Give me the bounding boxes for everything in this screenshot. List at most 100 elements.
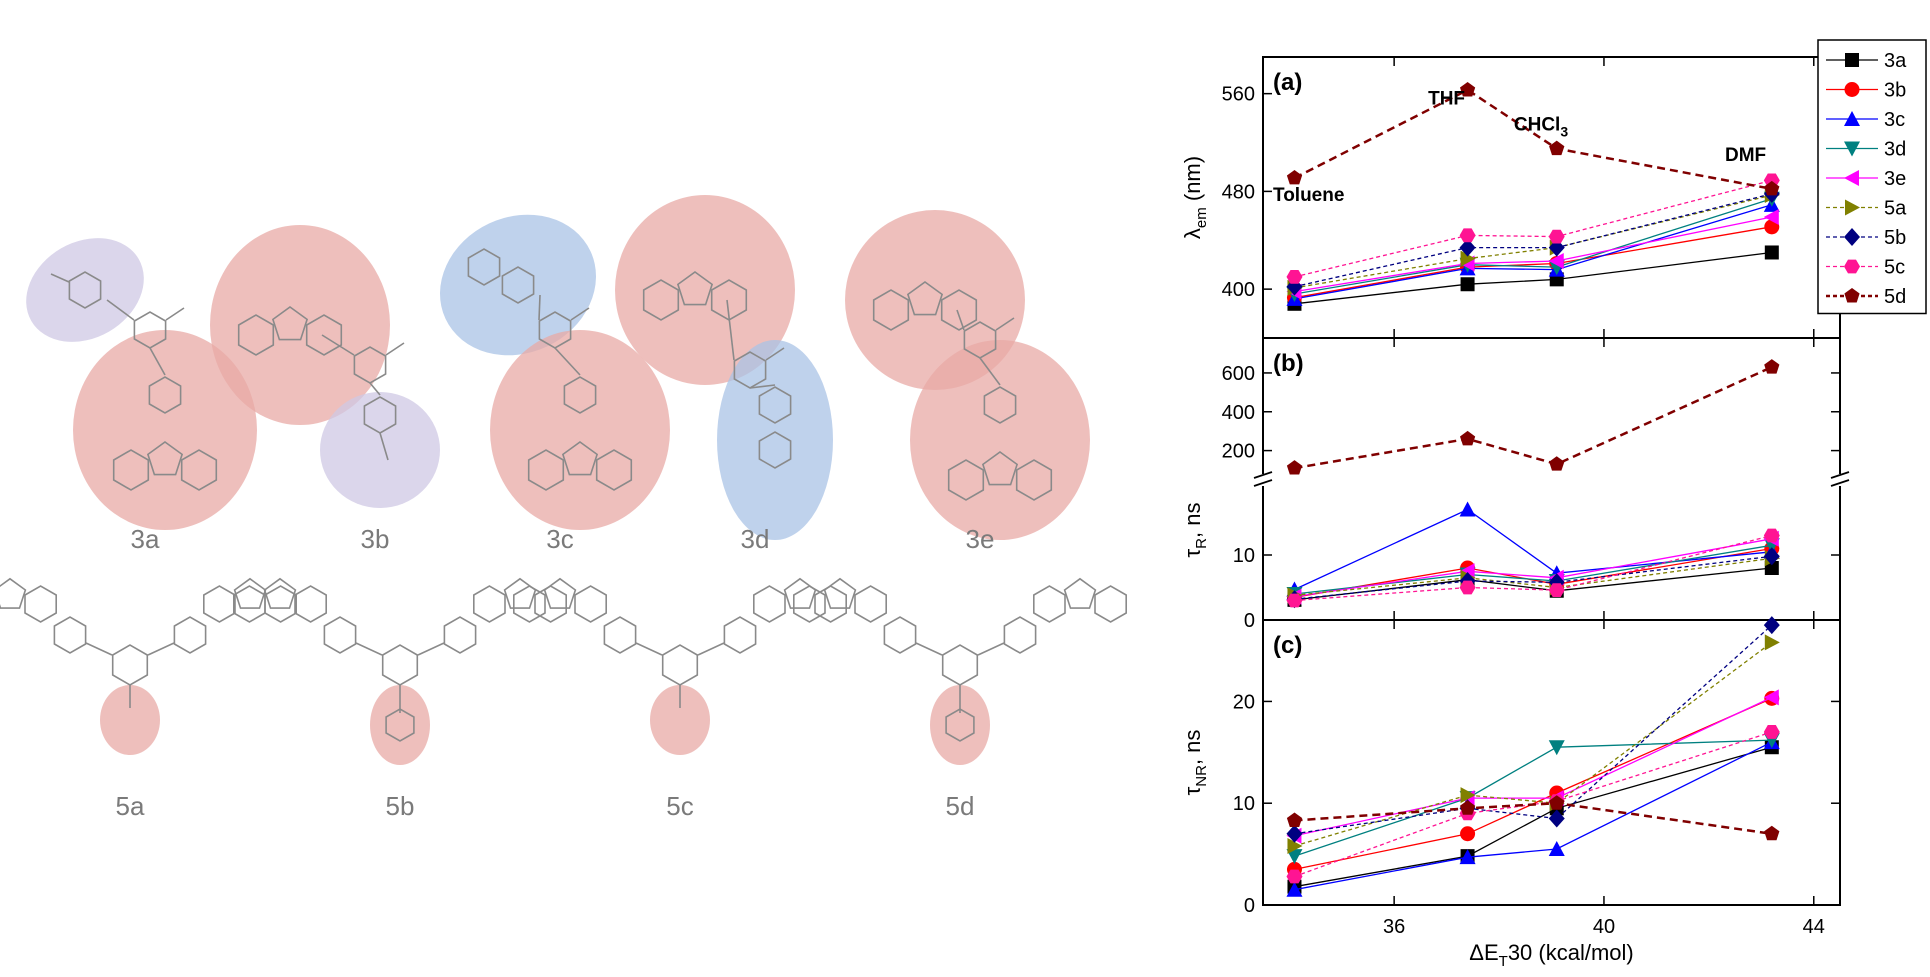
molecule-3d: [615, 195, 833, 540]
legend-entry-5d: 5d: [1826, 286, 1906, 308]
highlight-substituent: [100, 685, 160, 755]
point-3d-2: [1548, 740, 1565, 756]
series-line-5b: [1294, 624, 1773, 835]
pyrimidine-ring: [111, 644, 149, 686]
panel-b-upper-y-tick-label: 600: [1222, 363, 1255, 385]
series-5b: [1286, 184, 1780, 296]
series-line-3e: [1294, 696, 1773, 837]
series-line-5c: [1294, 179, 1772, 278]
legend-label-5d: 5d: [1884, 286, 1906, 308]
panel-b: 200 400 600 0 10 (b) τR, ns: [1180, 337, 1850, 632]
point-5a-1: [1460, 787, 1476, 804]
series-line-5a: [1294, 641, 1773, 847]
legend-box: [1817, 39, 1927, 315]
methoxy-bond: [379, 432, 389, 461]
label-5d: 5d: [946, 791, 975, 821]
point-5c-2: [1548, 229, 1565, 244]
pyrimidine-ring: [941, 644, 979, 686]
aryl-ring: [945, 708, 975, 742]
carbazole-five-ring: [146, 441, 184, 476]
benzene-ring: [467, 248, 501, 286]
carbazole-five-ring: [271, 306, 309, 341]
panel-b-tag: (b): [1273, 350, 1304, 377]
panel-c: 0 10 20 36 40 44 (c) τNR, ns ΔET30 (kcal/mol): [1180, 616, 1841, 970]
legend-entry-3c: 3c: [1826, 109, 1905, 131]
pyrimidine-ring: [381, 644, 419, 686]
label-tail: 30 (kcal/mol): [1508, 940, 1634, 965]
point-3e-2: [1548, 253, 1564, 270]
molecule-5b: [233, 577, 568, 765]
carbazole-ring-right: [595, 449, 633, 491]
carbazole-ring-left: [792, 585, 826, 623]
carbazole-ring-left: [237, 314, 275, 356]
point-5d-1: [1460, 430, 1476, 446]
highlight-bottom: [73, 330, 257, 530]
label-subscript: T: [1499, 953, 1508, 970]
annotation-main: Toluene: [1273, 185, 1344, 206]
axis-break-mark: [1253, 479, 1273, 487]
point-5d-0: [1286, 170, 1303, 185]
axis-break-mark: [1830, 479, 1850, 487]
series-3c: [1286, 196, 1780, 306]
point-5c-0: [1286, 869, 1303, 884]
carbazole-ring-left: [512, 585, 546, 623]
legend-label-3a: 3a: [1884, 50, 1907, 72]
link-bond: [635, 642, 663, 656]
annotation-subscript: 3: [1560, 123, 1568, 139]
panel-c-frame: [1262, 619, 1841, 906]
carbazole-ring-left: [872, 289, 910, 331]
legend-marker-3c: [1844, 111, 1860, 126]
annotation-main: THF: [1428, 89, 1465, 110]
carbazole-ring-left: [642, 279, 680, 321]
carbazole-five-ring: [981, 451, 1019, 486]
panel-a-y-tick-label: 400: [1222, 279, 1255, 301]
label-subscript: NR: [1193, 765, 1210, 787]
molecular-structures-panel: 3a 3b 3c 3d 3e 5a 5b 5c 5d: [0, 195, 1127, 821]
label-5a: 5a: [116, 791, 145, 821]
carbazole-five-ring: [906, 281, 944, 316]
panel-c-tag: (c): [1273, 632, 1302, 659]
link-bond: [149, 347, 166, 376]
highlight-substituent: [930, 685, 990, 765]
point-5d-2: [1549, 140, 1565, 156]
series-line-3c: [1294, 204, 1772, 300]
legend-label-3c: 3c: [1884, 109, 1905, 131]
link-bond: [355, 642, 383, 656]
link-bond: [979, 357, 1001, 386]
carbazole-ring-right: [940, 289, 978, 331]
link-bond: [915, 642, 943, 656]
legend-entry-3e: 3e: [1826, 168, 1906, 190]
label-3c: 3c: [546, 524, 573, 554]
phenylene-ring: [758, 386, 792, 424]
carbazole-five-ring: [783, 577, 817, 609]
carbazole-ring-right: [24, 585, 58, 623]
point-5d-3: [1764, 359, 1780, 374]
label-main: ΔE: [1469, 940, 1498, 965]
carbazole-ring-left: [527, 449, 565, 491]
x-tick-label: 36: [1383, 916, 1405, 938]
label-main: τ: [1180, 549, 1205, 558]
link-bond: [554, 347, 581, 376]
link-bond: [538, 294, 541, 321]
carbazole-ring-right: [854, 585, 888, 623]
methyl-bond: [995, 317, 1015, 331]
annotation-chcl: CHCl3: [1514, 114, 1568, 139]
series-5a: [1287, 187, 1780, 296]
label-tail: , ns: [1180, 502, 1205, 537]
annotation-main: CHCl: [1514, 114, 1560, 135]
carbazole-ring-right: [180, 449, 218, 491]
methyl-bond: [570, 307, 590, 321]
carbazole-five-ring: [543, 577, 577, 609]
carbazole-five-ring: [263, 577, 297, 609]
carbazole-ring-left: [112, 449, 150, 491]
point-5b-1: [1459, 238, 1476, 257]
methyl-bond: [165, 307, 185, 321]
phenylene-right: [1003, 616, 1037, 654]
carbazole-five-ring: [676, 271, 714, 306]
carbazole-five-ring: [0, 577, 27, 609]
series-line-3a: [1294, 251, 1772, 305]
annotation-toluene: Toluene: [1273, 185, 1344, 206]
phenylene-right: [723, 616, 757, 654]
series-5b: [1286, 616, 1780, 843]
